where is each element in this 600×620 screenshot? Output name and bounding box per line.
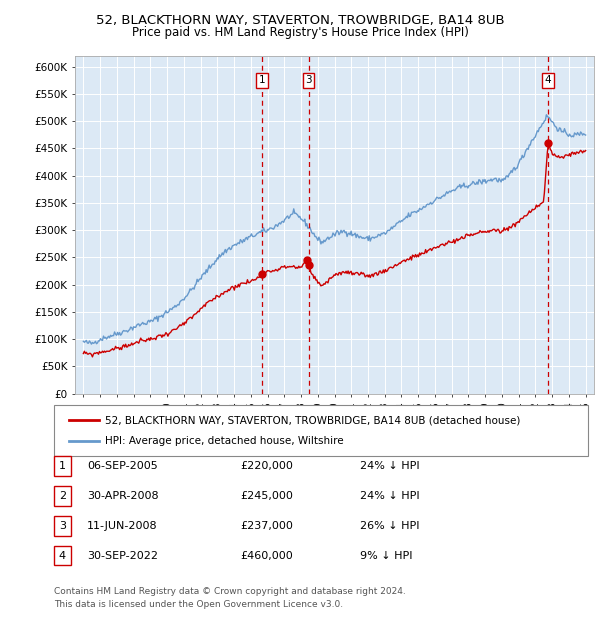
Text: £460,000: £460,000 <box>240 551 293 560</box>
Text: 4: 4 <box>59 551 66 560</box>
Text: This data is licensed under the Open Government Licence v3.0.: This data is licensed under the Open Gov… <box>54 600 343 609</box>
Text: Contains HM Land Registry data © Crown copyright and database right 2024.: Contains HM Land Registry data © Crown c… <box>54 587 406 596</box>
Text: 2: 2 <box>59 491 66 501</box>
Text: 06-SEP-2005: 06-SEP-2005 <box>87 461 158 471</box>
Text: 9% ↓ HPI: 9% ↓ HPI <box>360 551 413 560</box>
Text: 3: 3 <box>305 75 312 86</box>
Text: 11-JUN-2008: 11-JUN-2008 <box>87 521 158 531</box>
Text: 30-SEP-2022: 30-SEP-2022 <box>87 551 158 560</box>
Text: HPI: Average price, detached house, Wiltshire: HPI: Average price, detached house, Wilt… <box>105 436 344 446</box>
Text: 52, BLACKTHORN WAY, STAVERTON, TROWBRIDGE, BA14 8UB (detached house): 52, BLACKTHORN WAY, STAVERTON, TROWBRIDG… <box>105 415 520 425</box>
Text: £220,000: £220,000 <box>240 461 293 471</box>
Text: Price paid vs. HM Land Registry's House Price Index (HPI): Price paid vs. HM Land Registry's House … <box>131 26 469 39</box>
Text: 24% ↓ HPI: 24% ↓ HPI <box>360 461 419 471</box>
Text: 1: 1 <box>259 75 265 86</box>
Text: 3: 3 <box>59 521 66 531</box>
Text: 24% ↓ HPI: 24% ↓ HPI <box>360 491 419 501</box>
Text: 26% ↓ HPI: 26% ↓ HPI <box>360 521 419 531</box>
Text: £245,000: £245,000 <box>240 491 293 501</box>
Text: 30-APR-2008: 30-APR-2008 <box>87 491 158 501</box>
Text: £237,000: £237,000 <box>240 521 293 531</box>
Text: 1: 1 <box>59 461 66 471</box>
Text: 52, BLACKTHORN WAY, STAVERTON, TROWBRIDGE, BA14 8UB: 52, BLACKTHORN WAY, STAVERTON, TROWBRIDG… <box>95 14 505 27</box>
Text: 4: 4 <box>545 75 551 86</box>
